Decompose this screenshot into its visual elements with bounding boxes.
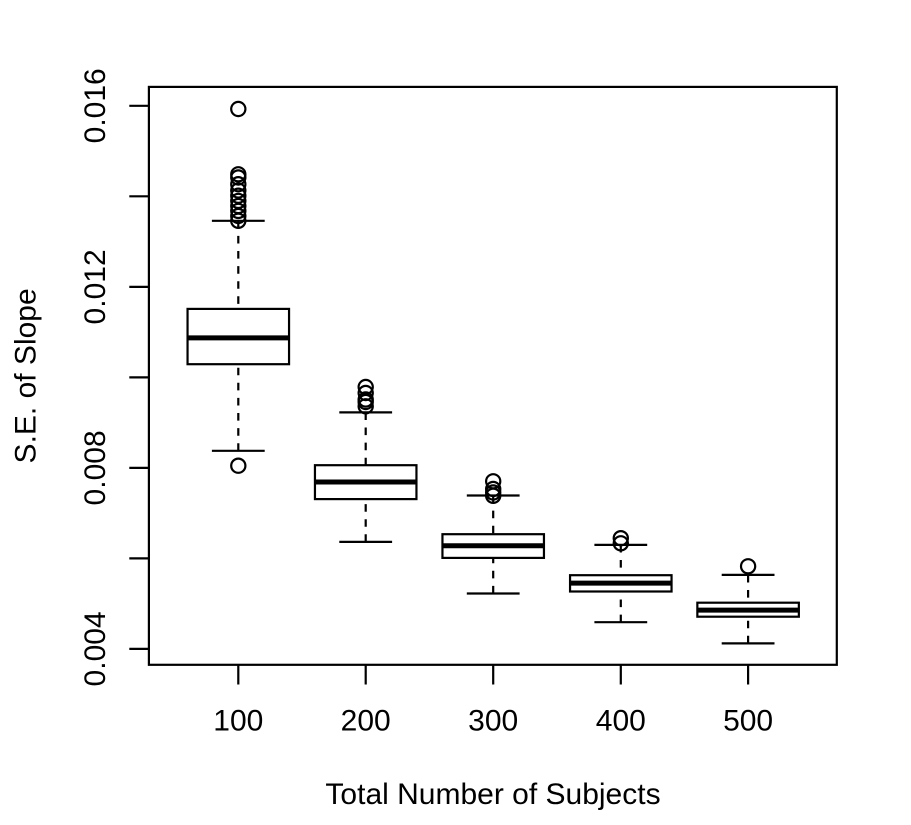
svg-text:0.004: 0.004 <box>79 611 112 686</box>
svg-text:400: 400 <box>596 705 646 738</box>
svg-text:100: 100 <box>213 705 263 738</box>
svg-text:0.012: 0.012 <box>79 249 112 324</box>
svg-text:300: 300 <box>468 705 518 738</box>
svg-text:S.E. of Slope: S.E. of Slope <box>10 288 43 463</box>
svg-text:0.016: 0.016 <box>79 68 112 143</box>
svg-text:0.008: 0.008 <box>79 430 112 505</box>
svg-text:200: 200 <box>341 705 391 738</box>
svg-text:500: 500 <box>723 705 773 738</box>
svg-text:Total Number of Subjects: Total Number of Subjects <box>325 778 660 811</box>
